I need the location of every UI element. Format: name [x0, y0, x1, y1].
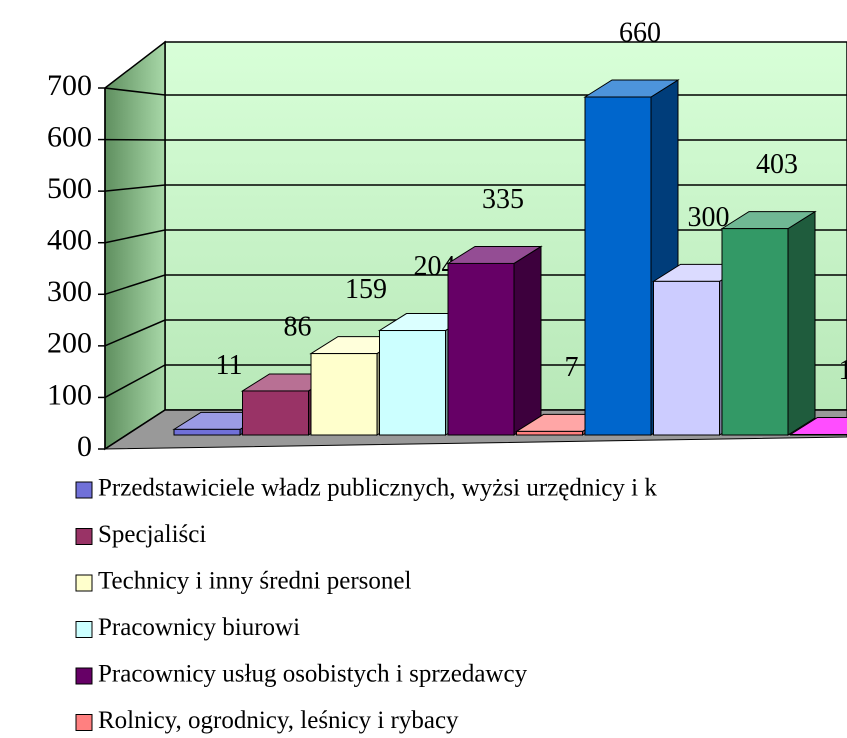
y-tick-label: 500 — [47, 172, 92, 205]
bar — [653, 280, 720, 436]
legend-label: Pracownicy biurowi — [98, 614, 300, 641]
legend-label: Rolnicy, ogrodnicy, leśnicy i rybacy — [98, 707, 459, 734]
side-wall — [104, 40, 166, 451]
y-tick-label: 200 — [47, 327, 92, 360]
y-tick-label: 0 — [77, 430, 92, 463]
bar — [721, 228, 789, 436]
bar — [310, 353, 378, 436]
bar — [242, 390, 309, 436]
data-label: 11 — [216, 350, 243, 381]
legend-label: Przedstawiciele władz publicznych, wyżsi… — [98, 475, 657, 502]
data-label: 1 — [839, 355, 847, 386]
y-tick-label: 100 — [47, 378, 92, 411]
data-label: 660 — [619, 17, 661, 48]
data-label: 300 — [688, 202, 730, 233]
y-tick-label: 400 — [47, 224, 92, 257]
data-label: 335 — [482, 184, 524, 215]
legend-swatch — [75, 667, 93, 685]
bar — [447, 262, 515, 436]
data-label: 159 — [345, 274, 387, 305]
legend-swatch — [75, 528, 93, 545]
legend-swatch — [75, 574, 93, 592]
legend-swatch — [75, 714, 93, 731]
legend-label: Pracownicy usług osobistych i sprzedawcy — [98, 661, 528, 688]
y-tick-label: 600 — [47, 120, 92, 153]
bar — [516, 430, 583, 436]
data-label: 86 — [284, 311, 312, 342]
data-label: 7 — [565, 352, 579, 383]
bar — [173, 428, 241, 436]
y-tick-label: 700 — [47, 69, 92, 102]
bar — [790, 433, 847, 436]
legend-swatch — [75, 621, 93, 638]
y-tick-label: 300 — [47, 275, 92, 308]
legend-swatch — [75, 481, 93, 499]
legend-label: Specjaliści — [98, 521, 206, 548]
legend-label: Technicy i inny średni personel — [98, 568, 411, 595]
data-label: 403 — [756, 149, 798, 180]
bar-side — [513, 245, 542, 436]
bar — [379, 330, 446, 436]
bar — [584, 96, 652, 436]
bar-side — [787, 210, 816, 436]
